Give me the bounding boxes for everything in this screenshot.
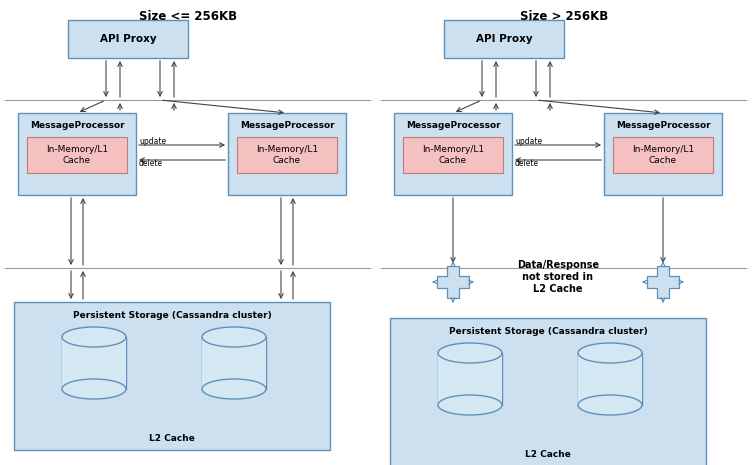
Text: MessageProcessor: MessageProcessor — [405, 121, 500, 131]
Bar — [237, 137, 337, 173]
Ellipse shape — [202, 379, 266, 399]
Bar — [403, 137, 503, 173]
Ellipse shape — [202, 327, 266, 347]
Text: L2 Cache: L2 Cache — [525, 450, 571, 458]
Text: Data/Response
not stored in
L2 Cache: Data/Response not stored in L2 Cache — [517, 260, 599, 293]
Text: MessageProcessor: MessageProcessor — [616, 121, 711, 131]
Text: In-Memory/L1
Cache: In-Memory/L1 Cache — [422, 145, 484, 165]
Ellipse shape — [578, 395, 642, 415]
Ellipse shape — [578, 343, 642, 363]
Bar — [62, 337, 126, 389]
Ellipse shape — [438, 343, 502, 363]
Text: update: update — [139, 137, 166, 146]
Bar — [604, 113, 722, 195]
Bar — [68, 20, 188, 58]
Text: In-Memory/L1
Cache: In-Memory/L1 Cache — [256, 145, 318, 165]
Text: Persistent Storage (Cassandra cluster): Persistent Storage (Cassandra cluster) — [73, 312, 271, 320]
Ellipse shape — [62, 379, 126, 399]
Text: Size > 256KB: Size > 256KB — [520, 10, 608, 23]
Text: delete: delete — [515, 159, 539, 168]
Text: In-Memory/L1
Cache: In-Memory/L1 Cache — [46, 145, 108, 165]
Text: Persistent Storage (Cassandra cluster): Persistent Storage (Cassandra cluster) — [449, 327, 647, 337]
Bar — [438, 353, 502, 405]
Ellipse shape — [62, 327, 126, 347]
Bar — [390, 318, 706, 465]
Polygon shape — [437, 266, 469, 298]
Text: MessageProcessor: MessageProcessor — [29, 121, 124, 131]
Text: delete: delete — [139, 159, 163, 168]
Bar — [228, 113, 346, 195]
Bar — [613, 137, 713, 173]
Text: MessageProcessor: MessageProcessor — [240, 121, 335, 131]
Bar — [202, 337, 266, 389]
Text: update: update — [515, 137, 542, 146]
Bar — [18, 113, 136, 195]
Bar — [444, 20, 564, 58]
Bar — [578, 353, 642, 405]
Polygon shape — [647, 266, 679, 298]
Bar — [578, 353, 642, 405]
Bar — [62, 337, 126, 389]
Text: API Proxy: API Proxy — [100, 34, 156, 44]
Bar — [394, 113, 512, 195]
Text: In-Memory/L1
Cache: In-Memory/L1 Cache — [632, 145, 694, 165]
Bar — [14, 302, 330, 450]
Ellipse shape — [438, 395, 502, 415]
Bar — [27, 137, 127, 173]
Text: Size <= 256KB: Size <= 256KB — [139, 10, 237, 23]
Bar — [438, 353, 502, 405]
Bar — [202, 337, 266, 389]
Text: API Proxy: API Proxy — [476, 34, 532, 44]
Text: L2 Cache: L2 Cache — [149, 433, 195, 443]
